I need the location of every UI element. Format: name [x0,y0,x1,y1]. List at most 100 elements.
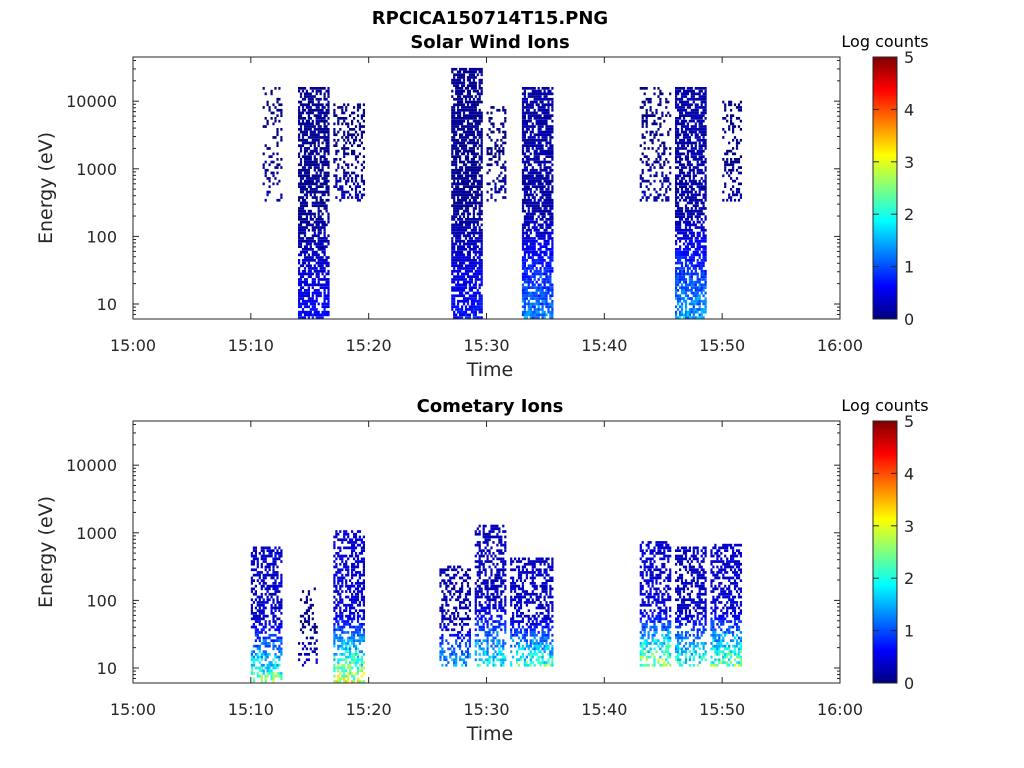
heatmap-cell [657,147,660,150]
heatmap-cell [688,196,691,199]
heatmap-cell [730,168,733,172]
heatmap-cell [474,119,477,123]
heatmap-cell [686,267,689,270]
heatmap-cell [478,226,481,229]
heatmap-cell [690,108,693,112]
heatmap-cell [692,117,695,120]
heatmap-cell [476,190,479,194]
heatmap-cell [462,294,466,298]
heatmap-cell [704,207,707,210]
heatmap-cell [451,138,454,142]
heatmap-cell [639,106,642,109]
heatmap-cell [476,245,479,248]
heatmap-cell [356,174,360,178]
heatmap-cell [684,261,688,265]
heatmap-cell [327,147,330,150]
heatmap-cell [494,152,497,156]
heatmap-cell [470,188,473,191]
heatmap-cell [319,242,322,246]
heatmap-cell [690,209,693,213]
heatmap-cell [698,305,701,309]
heatmap-cell [468,308,471,311]
heatmap-cell [309,133,312,137]
heatmap-cell [315,275,318,278]
heatmap-cell [478,248,481,251]
heatmap-cell [551,299,554,303]
heatmap-cell [533,182,536,186]
heatmap-cell [684,111,688,115]
heatmap-cell [549,310,552,314]
heatmap-cell [698,245,701,248]
heatmap-cell [345,136,348,139]
heatmap-cell [490,152,493,156]
heatmap-cells [262,67,742,319]
heatmap-cell [347,179,350,183]
heatmap-cell [675,215,678,218]
heatmap-cell [535,286,538,289]
heatmap-cell [307,97,310,101]
heatmap-cell [539,95,542,98]
heatmap-cell [256,666,259,670]
heatmap-cell [453,297,456,300]
heatmap-cell [303,158,307,161]
heatmap-cell [521,147,525,150]
heatmap-cell [470,204,473,208]
heatmap-cell [453,108,456,112]
heatmap-cell [470,125,473,128]
heatmap-cell [327,299,330,303]
heatmap-cell [533,310,536,314]
heatmap-cell [698,144,701,147]
heatmap-cell [694,92,697,96]
heatmap-cell [675,174,678,178]
heatmap-cell [696,272,699,276]
heatmap-cell [643,103,646,107]
heatmap-cell [311,125,314,128]
heatmap-cell [527,204,530,208]
heatmap-cell [309,239,312,243]
heatmap-cell [694,136,697,139]
heatmap-cell [533,237,536,240]
heatmap-cell [692,283,695,287]
heatmap-cell [307,168,310,172]
heatmap-cell [299,87,303,90]
heatmap-cell [688,280,691,284]
heatmap-cell [301,220,305,224]
heatmap-cell [313,136,316,139]
heatmap-cell [543,245,546,248]
heatmap-cell [453,196,456,199]
heatmap-cell [301,97,305,101]
heatmap-cell [353,152,356,156]
heatmap-cell [311,111,314,115]
heatmap-cell [537,272,540,276]
heatmap-cell [453,141,456,145]
heatmap-cell [535,122,538,126]
heatmap-cell [455,220,458,224]
heatmap-cell [543,136,546,139]
heatmap-cell [315,198,318,202]
heatmap-cell [315,128,318,131]
heatmap-cell [688,87,691,90]
heatmap-cell [351,177,354,180]
heatmap-cell [696,185,699,188]
heatmap-cell [313,253,316,257]
heatmap-cell [309,166,312,169]
heatmap-cell [523,141,526,145]
colorbar-tick-label: 3 [904,153,914,172]
heatmap-cell [298,117,301,120]
heatmap-cell [305,291,308,295]
heatmap-cell [474,128,477,131]
heatmap-cell [643,136,646,139]
heatmap-cell [468,245,471,248]
heatmap-cell [451,114,454,117]
heatmap-cell [523,248,526,251]
heatmap-cell [492,106,495,109]
heatmap-cell [476,289,479,292]
heatmap-cell [537,114,540,117]
heatmap-cell [459,239,462,243]
heatmap-cell [665,177,668,180]
heatmap-cell [323,226,326,229]
heatmap-cell [339,106,342,109]
heatmap-cell [527,228,530,232]
heatmap-cell [319,220,322,224]
heatmap-cell [667,111,670,115]
